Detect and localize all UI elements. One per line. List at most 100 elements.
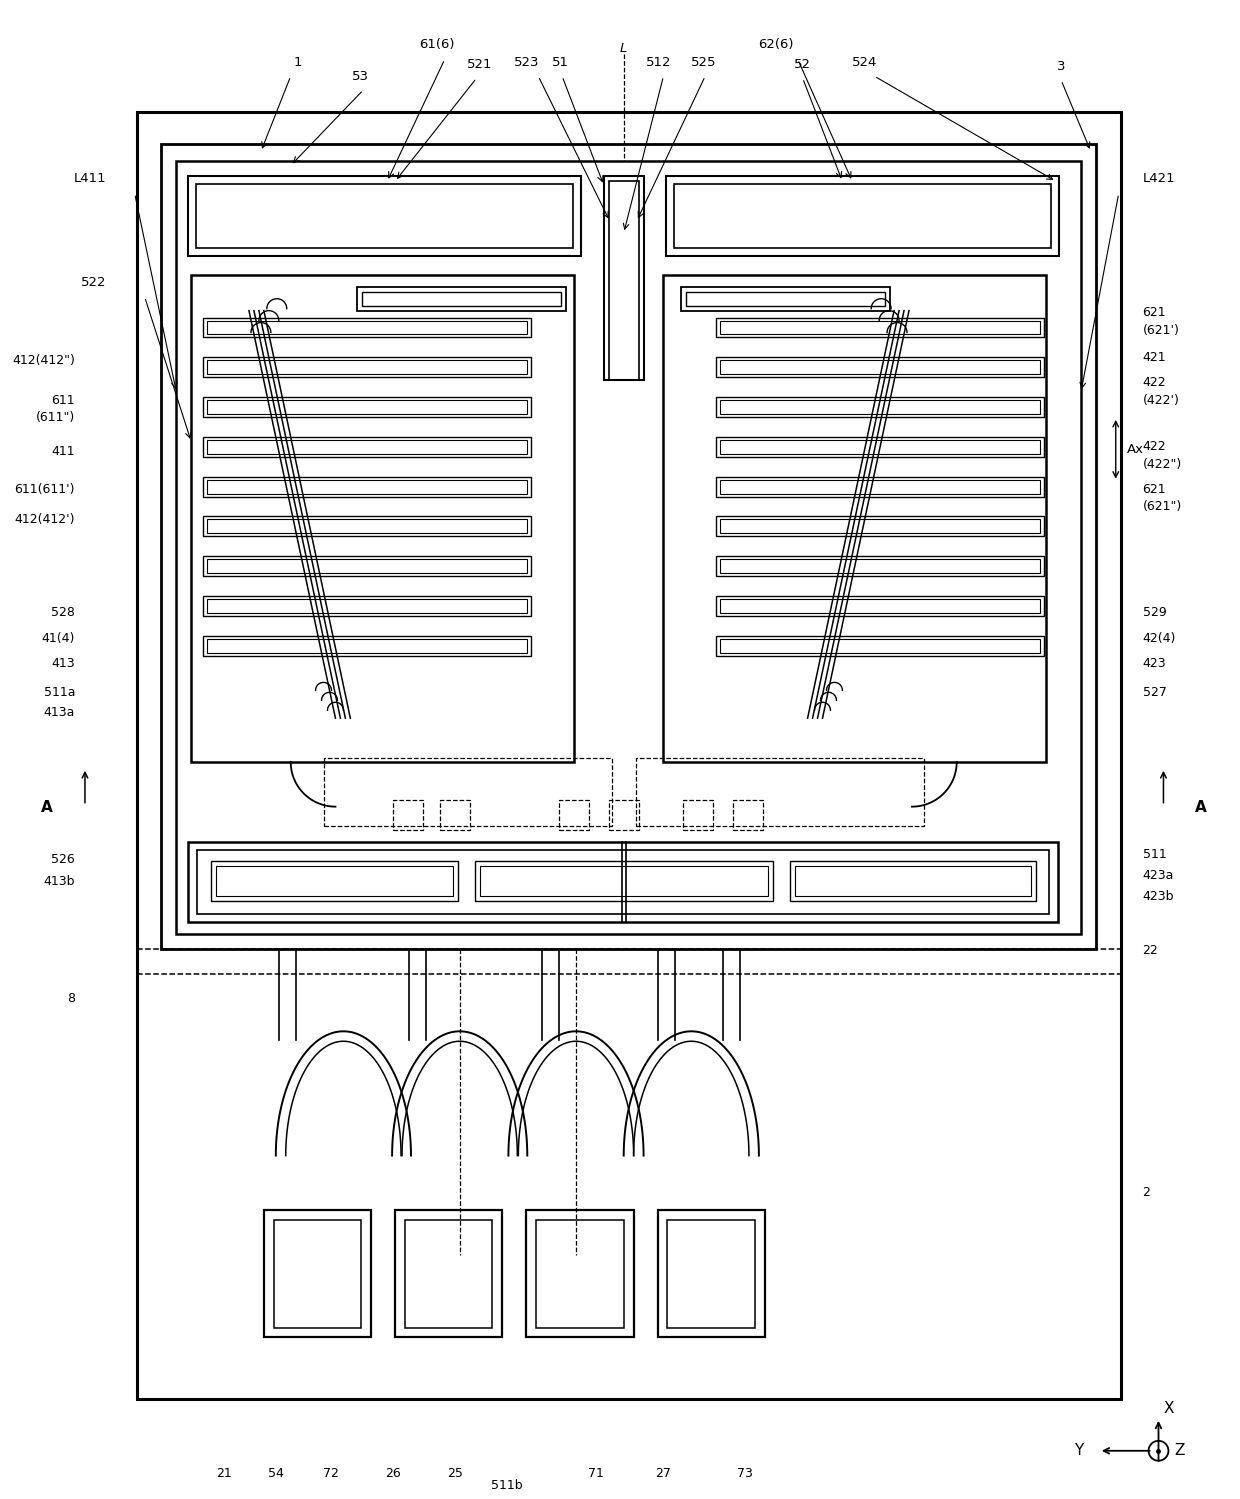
Text: 621: 621 [1142,483,1166,496]
Text: 511: 511 [1142,848,1167,860]
Text: 422: 422 [1142,376,1166,388]
Bar [720,519,1040,534]
Text: (621'): (621') [1142,324,1179,337]
Text: 527: 527 [1142,687,1167,699]
Text: 42(4): 42(4) [1142,633,1176,645]
Text: 526: 526 [51,853,74,866]
Text: 521: 521 [466,57,492,70]
Text: 52: 52 [794,57,811,70]
Bar [717,597,1044,616]
Text: 73: 73 [737,1468,753,1480]
Bar [636,758,924,826]
Text: (422"): (422") [1142,459,1182,471]
Bar [324,758,611,826]
Bar [440,799,470,829]
Bar [211,862,458,901]
Text: Z: Z [1174,1444,1184,1459]
Text: 412(412'): 412(412') [15,513,74,526]
Bar [720,559,1040,573]
Text: (611"): (611") [36,412,74,424]
Text: 412(412"): 412(412") [12,354,74,367]
Bar [717,516,1044,537]
Text: 72: 72 [322,1468,339,1480]
Text: Y: Y [1074,1444,1083,1459]
Bar [203,636,531,655]
Bar [675,184,1052,247]
Text: 411: 411 [51,445,74,459]
Bar [609,799,639,829]
Bar [720,400,1040,414]
Bar [790,862,1037,901]
Bar [203,516,531,537]
Text: 27: 27 [656,1468,671,1480]
Text: A: A [1195,800,1207,815]
Text: 512: 512 [646,55,671,69]
Text: 1: 1 [294,55,301,69]
Bar [717,636,1044,655]
Bar [480,866,768,896]
Bar [733,799,763,829]
Text: 423: 423 [1142,657,1166,670]
Text: L411: L411 [74,172,107,184]
Bar [609,181,639,381]
Bar [203,556,531,576]
Bar [216,866,453,896]
Text: L: L [620,42,627,55]
Bar [717,436,1044,457]
Bar [396,1210,502,1337]
Bar [264,1210,371,1337]
Text: (422'): (422') [1142,394,1179,406]
Bar [207,600,527,613]
Text: 423b: 423b [1142,889,1174,902]
Bar [136,112,1121,1399]
Bar [203,597,531,616]
Bar [717,318,1044,337]
Bar [795,866,1032,896]
Bar [197,850,1049,914]
Text: 413b: 413b [43,875,74,887]
Bar [720,600,1040,613]
Bar [188,177,582,256]
Bar [196,184,573,247]
Bar [559,799,589,829]
Text: 8: 8 [67,992,74,1004]
Bar [720,360,1040,375]
Text: 21: 21 [216,1468,232,1480]
Text: 53: 53 [352,69,368,82]
Text: 421: 421 [1142,351,1166,364]
Text: 525: 525 [691,55,715,69]
Bar [475,862,773,901]
Text: 51: 51 [552,55,569,69]
Bar [717,477,1044,496]
Text: 41(4): 41(4) [42,633,74,645]
Bar [681,286,890,310]
Text: 3: 3 [1056,60,1065,72]
Bar [203,357,531,378]
Bar [667,1220,755,1328]
Bar [717,397,1044,417]
Bar [203,477,531,496]
Text: 62(6): 62(6) [758,37,794,51]
Bar [357,286,565,310]
Text: 413a: 413a [43,706,74,718]
Text: 621: 621 [1142,306,1166,319]
Text: 2: 2 [1142,1186,1151,1199]
Bar [526,1210,634,1337]
Bar [207,480,527,493]
Text: 523: 523 [513,55,539,69]
Bar [274,1220,361,1328]
Bar [207,400,527,414]
Bar [604,177,644,381]
Bar [362,292,560,306]
Bar [393,799,423,829]
Text: 26: 26 [386,1468,401,1480]
Bar [176,160,1081,934]
Bar [657,1210,765,1337]
Text: 61(6): 61(6) [419,37,455,51]
Bar [720,321,1040,334]
Bar [720,639,1040,652]
Bar [203,318,531,337]
Text: 71: 71 [588,1468,604,1480]
Text: 611(611'): 611(611') [15,483,74,496]
Text: 54: 54 [268,1468,284,1480]
